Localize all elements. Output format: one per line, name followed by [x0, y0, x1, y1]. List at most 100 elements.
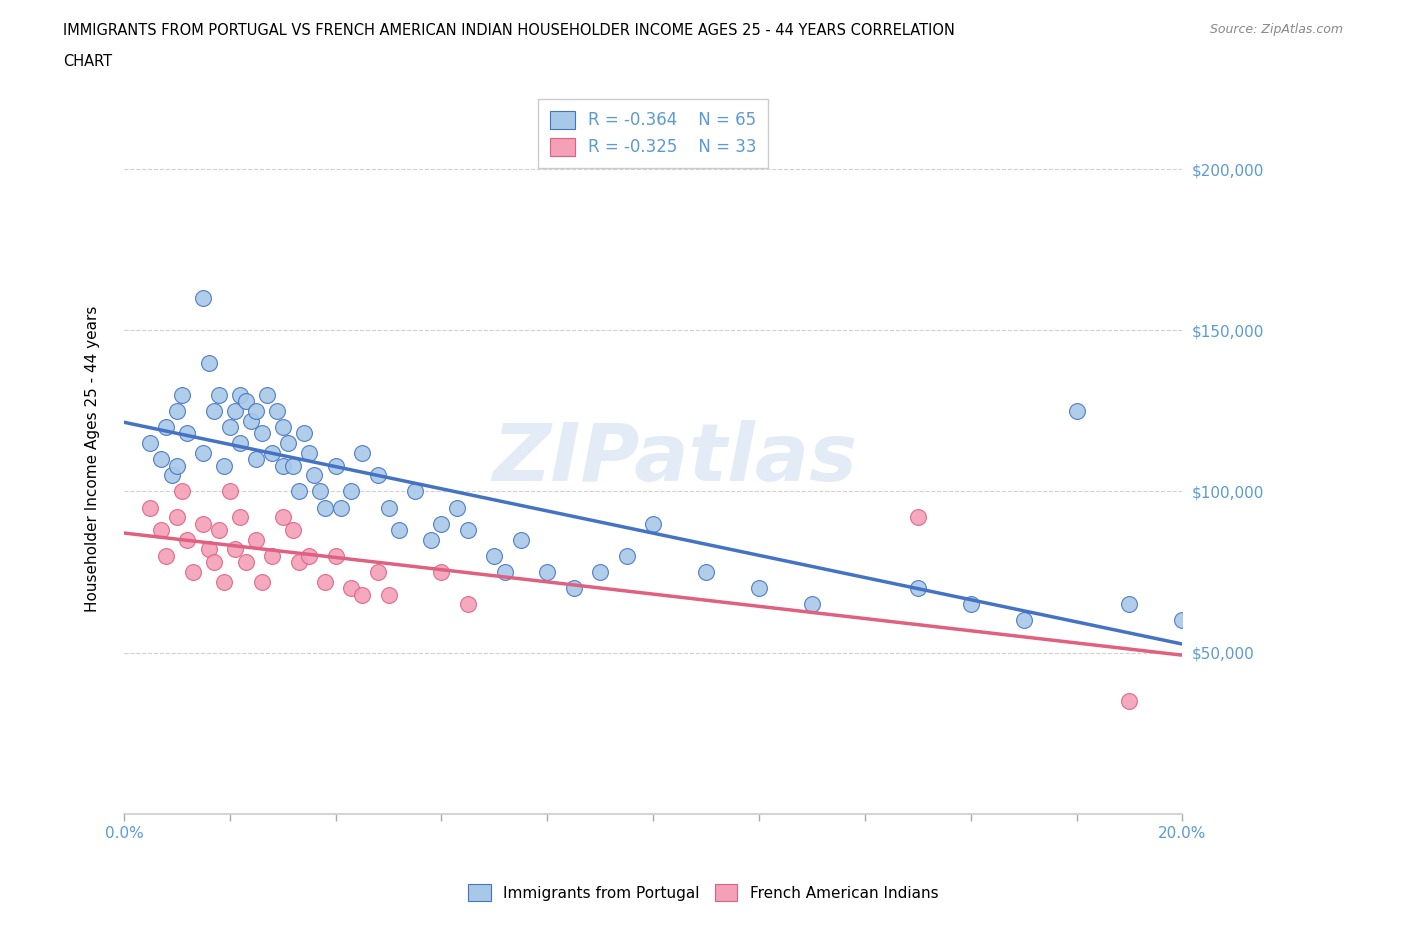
- Point: [224, 404, 246, 418]
- Point: [430, 565, 453, 579]
- Legend: Immigrants from Portugal, French American Indians: Immigrants from Portugal, French America…: [460, 876, 946, 909]
- Point: [166, 458, 188, 473]
- Point: [245, 532, 267, 547]
- Point: [287, 555, 309, 570]
- Point: [484, 549, 506, 564]
- Point: [250, 426, 273, 441]
- Text: ZIPatlas: ZIPatlas: [492, 420, 856, 498]
- Point: [202, 404, 225, 418]
- Point: [256, 387, 278, 402]
- Point: [208, 387, 231, 402]
- Point: [1012, 613, 1035, 628]
- Point: [245, 404, 267, 418]
- Point: [509, 532, 531, 547]
- Point: [176, 532, 198, 547]
- Y-axis label: Householder Income Ages 25 - 44 years: Householder Income Ages 25 - 44 years: [86, 306, 100, 613]
- Point: [193, 291, 215, 306]
- Point: [197, 355, 219, 370]
- Point: [235, 555, 257, 570]
- Point: [388, 523, 411, 538]
- Point: [149, 523, 172, 538]
- Point: [172, 484, 194, 498]
- Point: [298, 549, 321, 564]
- Point: [283, 523, 305, 538]
- Point: [266, 404, 288, 418]
- Point: [160, 468, 183, 483]
- Point: [271, 458, 294, 473]
- Legend: R = -0.364    N = 65, R = -0.325    N = 33: R = -0.364 N = 65, R = -0.325 N = 33: [538, 99, 768, 167]
- Point: [292, 426, 315, 441]
- Point: [271, 510, 294, 525]
- Point: [218, 484, 240, 498]
- Point: [352, 587, 374, 602]
- Point: [340, 484, 363, 498]
- Point: [907, 510, 929, 525]
- Point: [271, 419, 294, 434]
- Text: CHART: CHART: [63, 54, 112, 69]
- Point: [262, 445, 284, 460]
- Point: [308, 484, 330, 498]
- Point: [229, 435, 252, 450]
- Point: [250, 575, 273, 590]
- Point: [149, 452, 172, 467]
- Point: [404, 484, 426, 498]
- Point: [367, 468, 389, 483]
- Point: [304, 468, 326, 483]
- Point: [262, 549, 284, 564]
- Text: IMMIGRANTS FROM PORTUGAL VS FRENCH AMERICAN INDIAN HOUSEHOLDER INCOME AGES 25 - : IMMIGRANTS FROM PORTUGAL VS FRENCH AMERI…: [63, 23, 955, 38]
- Point: [430, 516, 453, 531]
- Point: [193, 516, 215, 531]
- Point: [907, 580, 929, 595]
- Point: [367, 565, 389, 579]
- Point: [800, 597, 823, 612]
- Point: [616, 549, 638, 564]
- Point: [287, 484, 309, 498]
- Point: [589, 565, 612, 579]
- Point: [172, 387, 194, 402]
- Point: [239, 413, 262, 428]
- Point: [314, 575, 336, 590]
- Point: [166, 404, 188, 418]
- Point: [166, 510, 188, 525]
- Point: [695, 565, 717, 579]
- Point: [377, 587, 399, 602]
- Point: [176, 426, 198, 441]
- Point: [298, 445, 321, 460]
- Point: [155, 419, 177, 434]
- Text: Source: ZipAtlas.com: Source: ZipAtlas.com: [1209, 23, 1343, 36]
- Point: [202, 555, 225, 570]
- Point: [1118, 694, 1140, 709]
- Point: [181, 565, 204, 579]
- Point: [325, 549, 347, 564]
- Point: [536, 565, 558, 579]
- Point: [643, 516, 665, 531]
- Point: [218, 419, 240, 434]
- Point: [340, 580, 363, 595]
- Point: [1171, 613, 1194, 628]
- Point: [1066, 404, 1088, 418]
- Point: [959, 597, 981, 612]
- Point: [224, 542, 246, 557]
- Point: [229, 510, 252, 525]
- Point: [329, 500, 352, 515]
- Point: [155, 549, 177, 564]
- Point: [446, 500, 468, 515]
- Point: [235, 393, 257, 408]
- Point: [748, 580, 770, 595]
- Point: [208, 523, 231, 538]
- Point: [193, 445, 215, 460]
- Point: [314, 500, 336, 515]
- Point: [457, 597, 479, 612]
- Point: [1118, 597, 1140, 612]
- Point: [245, 452, 267, 467]
- Point: [277, 435, 299, 450]
- Point: [325, 458, 347, 473]
- Point: [139, 500, 162, 515]
- Point: [283, 458, 305, 473]
- Point: [214, 575, 236, 590]
- Point: [494, 565, 516, 579]
- Point: [377, 500, 399, 515]
- Point: [214, 458, 236, 473]
- Point: [562, 580, 585, 595]
- Point: [352, 445, 374, 460]
